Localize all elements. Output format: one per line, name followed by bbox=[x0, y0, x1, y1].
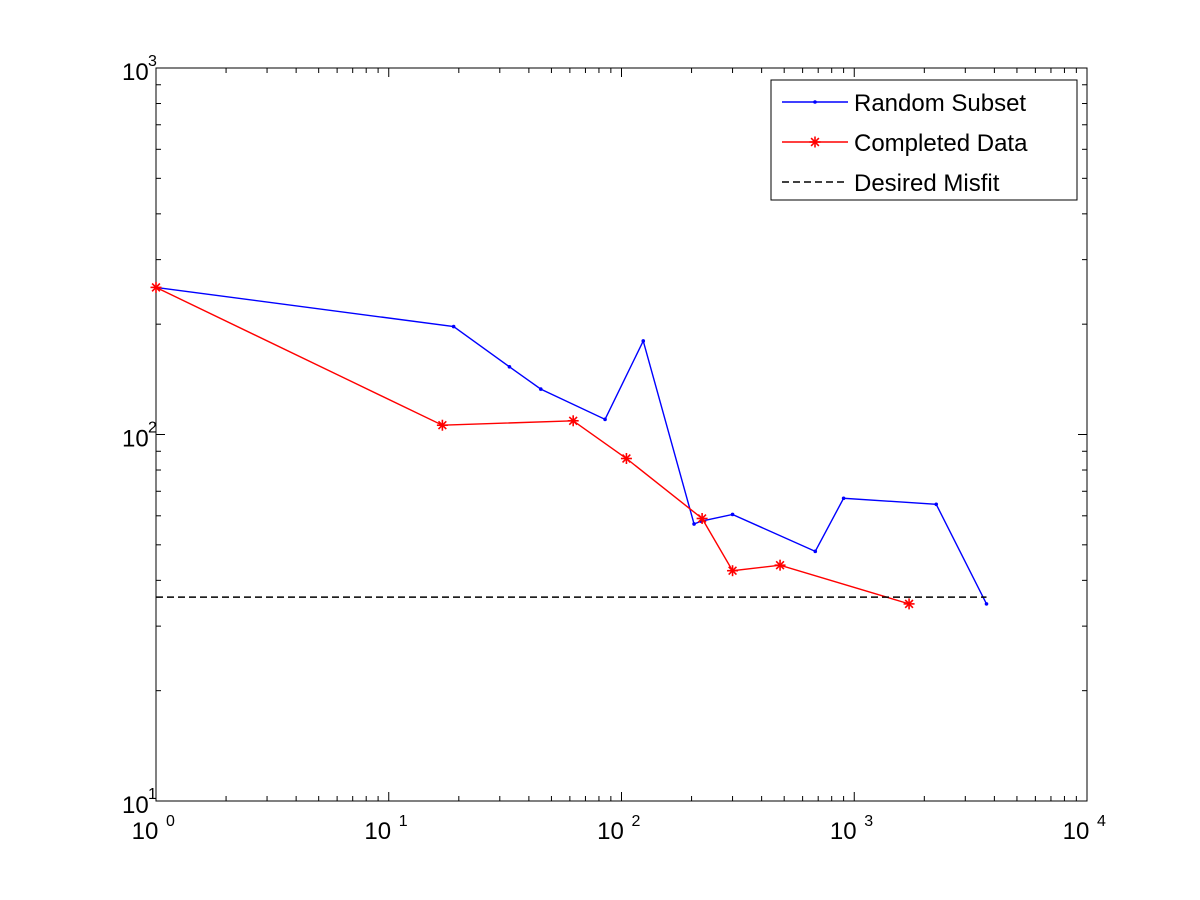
x-tick-label-exponent: 0 bbox=[166, 813, 175, 830]
x-tick-labels: 10 0 10 1 10 2 10 3 10 4 bbox=[132, 813, 1106, 845]
data-point-completed-data bbox=[436, 419, 448, 431]
legend-entry-completed-data: Completed Data bbox=[782, 130, 1028, 157]
y-tick-label: 10 bbox=[122, 59, 149, 86]
x-tick-label: 10 bbox=[364, 818, 391, 845]
data-point-completed-data bbox=[903, 598, 915, 610]
data-point-random-subset bbox=[984, 602, 989, 606]
minor-ticks bbox=[156, 68, 1087, 801]
legend-label-completed-data: Completed Data bbox=[854, 130, 1028, 157]
data-point-completed-data bbox=[567, 415, 579, 427]
y-tick-label-exponent: 2 bbox=[148, 420, 157, 437]
data-point-completed-data bbox=[727, 565, 739, 577]
data-point-completed-data bbox=[696, 512, 708, 524]
data-point-completed-data bbox=[620, 453, 632, 465]
data-point-random-subset bbox=[451, 324, 456, 329]
data-point-random-subset bbox=[934, 502, 939, 507]
data-point-completed-data bbox=[150, 281, 162, 293]
series-line-completed-data bbox=[155, 286, 910, 605]
legend: Random Subset Completed Data Desired Misfi… bbox=[770, 79, 1078, 201]
y-tick-label: 10 bbox=[122, 792, 149, 819]
y-tick-label: 10 bbox=[122, 426, 149, 453]
legend-box bbox=[770, 79, 1078, 201]
major-ticks bbox=[155, 67, 1088, 802]
legend-entry-random-subset: Random Subset bbox=[782, 90, 1026, 117]
x-tick-label-exponent: 1 bbox=[399, 813, 408, 830]
legend-entry-desired-misfit: Desired Misfit bbox=[782, 170, 1000, 197]
data-point-random-subset bbox=[603, 417, 607, 422]
x-tick-label-exponent: 4 bbox=[1097, 813, 1106, 830]
x-tick-label: 10 bbox=[830, 818, 857, 845]
legend-label-desired-misfit: Desired Misfit bbox=[854, 170, 1000, 197]
data-point-random-subset bbox=[813, 549, 818, 554]
x-tick-label: 10 bbox=[132, 818, 159, 845]
legend-label-random-subset: Random Subset bbox=[854, 90, 1026, 117]
legend-entries: Random Subset Completed Data Desired Misfi… bbox=[782, 90, 1028, 197]
y-tick-label-exponent: 3 bbox=[148, 53, 157, 70]
x-tick-label: 10 bbox=[597, 818, 624, 845]
data-point-random-subset bbox=[538, 387, 543, 391]
legend-marker-random-subset bbox=[813, 100, 817, 104]
x-tick-label: 10 bbox=[1063, 818, 1090, 845]
x-tick-label-exponent: 3 bbox=[864, 813, 873, 830]
x-tick-label-exponent: 2 bbox=[632, 813, 641, 830]
data-point-random-subset bbox=[641, 339, 646, 343]
y-tick-label-exponent: 1 bbox=[148, 786, 157, 803]
data-point-random-subset bbox=[730, 512, 735, 517]
series-completed-data bbox=[150, 281, 915, 610]
data-point-random-subset bbox=[692, 522, 696, 526]
legend-marker-completed-data bbox=[809, 136, 821, 148]
data-point-random-subset bbox=[507, 365, 512, 369]
data-point-random-subset bbox=[841, 496, 846, 501]
series-layer bbox=[150, 281, 989, 610]
data-point-completed-data bbox=[774, 559, 786, 571]
